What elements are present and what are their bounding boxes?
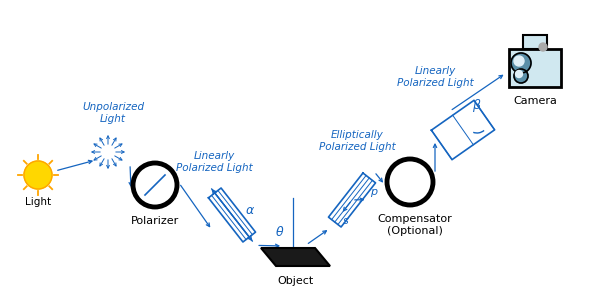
FancyBboxPatch shape	[509, 49, 561, 87]
Text: p: p	[370, 187, 377, 196]
Circle shape	[24, 161, 52, 189]
FancyBboxPatch shape	[523, 35, 547, 49]
Text: Polarizer: Polarizer	[131, 216, 179, 226]
Text: β: β	[472, 99, 480, 112]
Text: Linearly
Polarized Light: Linearly Polarized Light	[176, 151, 253, 173]
Text: Linearly
Polarized Light: Linearly Polarized Light	[397, 66, 473, 88]
Text: α: α	[246, 203, 254, 216]
Polygon shape	[261, 248, 330, 266]
Text: θ: θ	[276, 226, 284, 240]
Text: Compensator
(Optional): Compensator (Optional)	[377, 214, 452, 236]
Circle shape	[539, 43, 547, 51]
Circle shape	[514, 69, 528, 83]
Text: s: s	[343, 216, 349, 226]
Text: Elliptically
Polarized Light: Elliptically Polarized Light	[319, 130, 395, 152]
Text: Object: Object	[278, 276, 314, 286]
Circle shape	[515, 71, 523, 78]
Circle shape	[514, 56, 524, 66]
Text: Light: Light	[25, 197, 51, 207]
Text: Unpolarized
Light: Unpolarized Light	[82, 102, 144, 124]
Circle shape	[511, 53, 531, 73]
Text: Camera: Camera	[513, 96, 557, 106]
